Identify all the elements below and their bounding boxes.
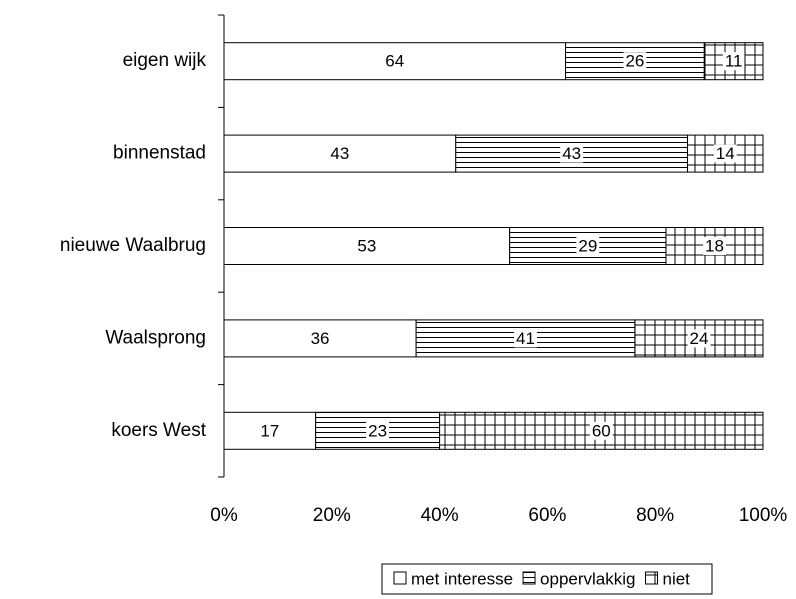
x-tick-label: 100% — [739, 505, 788, 526]
data-label-bg — [328, 144, 352, 163]
data-label: 24 — [689, 329, 708, 348]
data-label-bg — [560, 144, 584, 163]
x-tick-label: 40% — [421, 505, 459, 526]
data-label: 26 — [625, 52, 644, 71]
data-label-bg — [366, 421, 390, 440]
data-label: 43 — [330, 144, 349, 163]
legend-swatch — [645, 571, 658, 585]
data-label: 43 — [562, 144, 581, 163]
y-tick-label: Waalsprong — [105, 327, 206, 348]
legend-label: oppervlakkig — [540, 569, 635, 588]
data-label-bg — [589, 421, 613, 440]
data-label: 14 — [716, 144, 735, 163]
data-label-bg — [258, 421, 282, 440]
y-tick-label: eigen wijk — [123, 50, 207, 71]
data-label-bg — [623, 52, 647, 71]
x-tick-label: 20% — [313, 505, 351, 526]
legend-swatch — [522, 571, 536, 585]
data-label: 60 — [592, 421, 611, 440]
data-label: 23 — [368, 421, 387, 440]
data-label: 11 — [725, 52, 743, 71]
data-label-bg — [687, 329, 711, 348]
data-label: 18 — [705, 236, 724, 255]
legend-swatch — [393, 571, 407, 585]
y-tick-label: nieuwe Waalbrug — [60, 235, 206, 256]
data-label: 17 — [260, 421, 279, 440]
y-tick-label: binnenstad — [113, 143, 206, 164]
x-tick-label: 60% — [528, 505, 566, 526]
data-label-bg — [703, 237, 726, 255]
data-label-bg — [355, 237, 379, 255]
data-label-bg — [514, 329, 537, 348]
data-label-bg — [713, 144, 737, 163]
data-label: 41 — [516, 329, 535, 348]
data-label-bg — [308, 329, 332, 348]
bar-segment — [223, 227, 511, 265]
x-tick-label: 0% — [210, 505, 238, 526]
y-tick-label: koers West — [111, 420, 206, 441]
legend-label: met interesse — [411, 569, 513, 588]
data-label: 29 — [578, 236, 597, 255]
x-tick-label: 80% — [636, 505, 674, 526]
data-label: 53 — [357, 236, 376, 255]
data-label-bg — [722, 52, 745, 71]
data-label-bg — [383, 52, 407, 71]
data-label: 64 — [385, 52, 404, 71]
legend-label: niet — [663, 569, 691, 588]
data-label-bg — [576, 237, 600, 255]
data-label: 36 — [311, 329, 330, 348]
